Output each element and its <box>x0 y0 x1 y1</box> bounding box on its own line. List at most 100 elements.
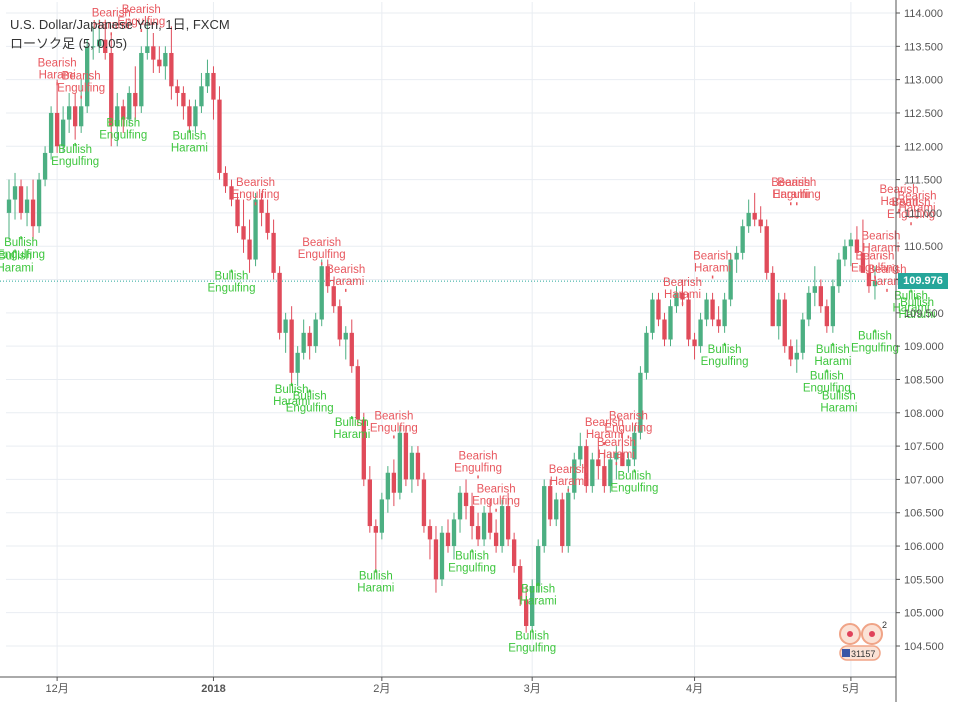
candle <box>241 199 246 253</box>
candle-body <box>247 239 252 260</box>
candle-body <box>157 59 162 67</box>
y-tick-label: 114.000 <box>904 8 943 20</box>
candle <box>770 266 775 327</box>
candle <box>746 199 751 233</box>
candle-body <box>295 352 300 373</box>
candle <box>373 519 378 573</box>
y-tick-label: 111.000 <box>904 208 942 220</box>
pattern-label-text: Bullish <box>4 237 38 249</box>
candle-body <box>343 332 348 340</box>
candle <box>42 146 48 187</box>
pattern-label-text: Bearish <box>302 237 341 249</box>
candle <box>818 279 823 313</box>
y-tick-label: 113.500 <box>904 41 943 53</box>
candle-body <box>121 106 126 120</box>
pattern-label-text: Bearish <box>122 4 161 16</box>
candle-body <box>265 212 270 233</box>
y-tick-label: 104.500 <box>904 641 944 653</box>
candle <box>133 66 138 120</box>
candle-body <box>782 299 787 347</box>
candle <box>343 326 348 360</box>
last-price-label: 109.976 <box>898 273 948 290</box>
pattern-label-text: Engulfing <box>370 422 418 434</box>
candle-body <box>115 106 120 127</box>
pattern-recognition-logo-icon[interactable]: 31157 2 <box>834 620 890 664</box>
candle <box>602 452 607 493</box>
candle <box>271 219 276 280</box>
candle <box>151 32 156 73</box>
candle-body <box>469 506 475 527</box>
pattern-label-text: Bullish <box>359 570 393 582</box>
candle <box>193 99 198 133</box>
candle <box>295 346 300 387</box>
candle <box>481 506 487 547</box>
pattern-label-text: Bullish <box>335 417 369 429</box>
candle-body <box>860 252 866 273</box>
x-tick-label: 3月 <box>524 683 541 695</box>
candle-body <box>253 199 258 260</box>
candle <box>487 499 493 540</box>
candle-body <box>241 226 246 240</box>
candle <box>355 359 360 427</box>
candle-body <box>451 519 457 547</box>
candle <box>554 492 559 527</box>
candle-body <box>854 239 860 253</box>
candle-body <box>109 52 114 127</box>
candle-body <box>91 46 96 48</box>
candle-body <box>704 299 709 320</box>
candle <box>79 79 84 133</box>
candle-body <box>872 281 878 287</box>
candle <box>307 326 312 360</box>
pattern-label-text: Harami <box>598 449 635 461</box>
pattern-label-text: Engulfing <box>298 249 346 261</box>
y-tick-label: 109.000 <box>904 341 944 353</box>
pattern-label-text: Bullish <box>515 630 549 642</box>
candle <box>397 426 403 500</box>
candle <box>127 86 132 127</box>
pattern-label-text: Bearish <box>477 484 516 496</box>
candle <box>710 292 715 327</box>
candle <box>524 586 529 633</box>
pattern-label-text: Bearish <box>777 177 816 189</box>
pattern-label-text: Bullish <box>0 251 32 263</box>
pattern-label-text: Bullish <box>275 384 309 396</box>
candle-body <box>289 319 294 373</box>
y-tick-label: 113.000 <box>904 75 943 87</box>
chart-indicator-label: ローソク足 (5, 0.05) <box>10 36 128 51</box>
candle <box>265 199 270 240</box>
candle-body <box>463 492 469 507</box>
candle <box>788 339 793 367</box>
candle <box>842 239 848 267</box>
pattern-label-text: Bullish <box>894 291 928 303</box>
candle <box>24 186 30 227</box>
candle-body <box>716 319 721 327</box>
candle-body <box>349 332 354 367</box>
candle-body <box>493 532 499 547</box>
y-tick-label: 106.500 <box>904 508 944 520</box>
candle-body <box>361 419 366 480</box>
candle-body <box>379 499 385 533</box>
candle-body <box>60 119 66 147</box>
candle <box>626 452 631 473</box>
x-tick-label: 12月 <box>45 683 68 695</box>
candle-body <box>277 272 282 333</box>
candle <box>638 366 643 440</box>
candle-body <box>66 106 72 120</box>
candle <box>18 179 24 220</box>
candle <box>475 512 481 547</box>
candle <box>656 292 661 327</box>
pattern-label-text: Bearish <box>771 177 810 189</box>
pattern-label-text: Harami <box>93 19 130 31</box>
